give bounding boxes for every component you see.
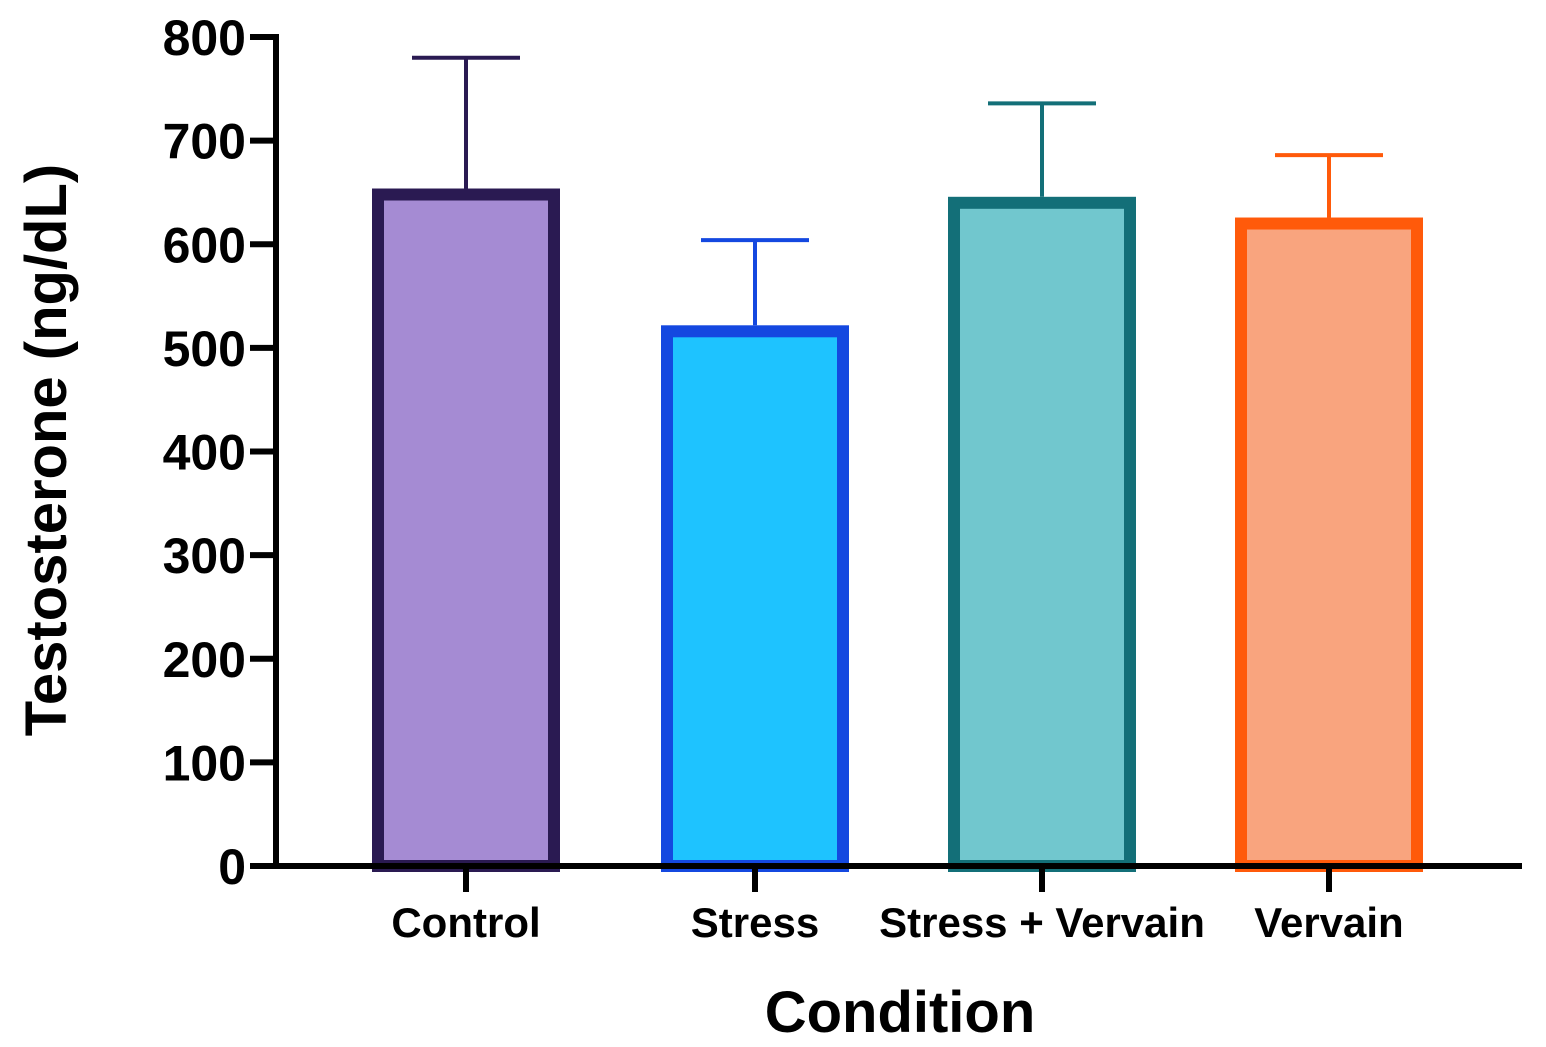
y-tick-label: 500 (163, 321, 246, 377)
bar (372, 188, 560, 872)
x-axis-ticks: Control Stress Stress + Vervain Vervain (391, 866, 1404, 946)
y-axis-ticks: 0 100 200 300 400 500 600 700 800 (163, 10, 276, 895)
y-tick-label: 100 (163, 735, 246, 791)
y-tick-label: 700 (163, 114, 246, 170)
y-tick-label: 300 (163, 528, 246, 584)
bar (948, 196, 1136, 873)
y-axis-title: Testosterone (ng/dL) (14, 164, 79, 736)
y-tick-label: 600 (163, 217, 246, 273)
bar (1235, 217, 1423, 872)
y-tick-label: 0 (218, 839, 246, 895)
x-tick-label: Control (391, 899, 540, 946)
y-tick-label: 200 (163, 632, 246, 688)
x-axis-title: Condition (765, 980, 1036, 1045)
x-tick-label: Stress (691, 899, 819, 946)
bars (372, 188, 1423, 873)
bar (661, 325, 849, 873)
y-tick-label: 400 (163, 425, 246, 481)
x-tick-label: Stress + Vervain (879, 899, 1205, 946)
x-tick-label: Vervain (1254, 899, 1403, 946)
y-tick-label: 800 (163, 10, 246, 66)
error-bars (412, 55, 1383, 326)
